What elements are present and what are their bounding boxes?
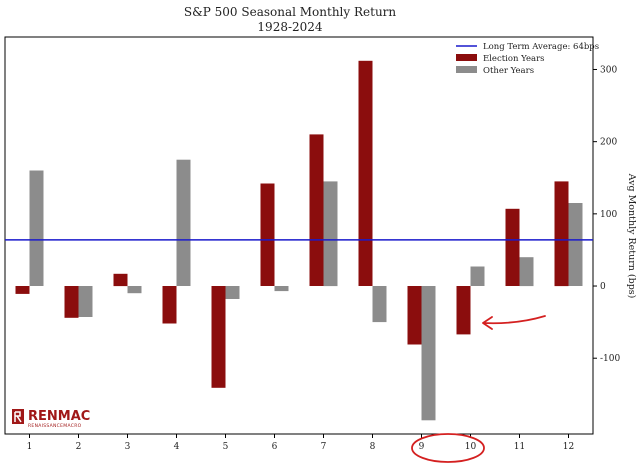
renmac-logo: RENMAC RENAISSANCEMACRO	[12, 409, 90, 429]
legend-label-average: Long Term Average: 64bps	[483, 42, 599, 52]
bar-election-4	[162, 286, 177, 324]
chart-subtitle: 1928-2024	[257, 20, 322, 34]
bar-election-6	[260, 183, 275, 286]
bar-election-3	[113, 273, 128, 287]
bar-other-4	[176, 159, 191, 286]
bar-other-2	[78, 286, 93, 317]
x-tick-label-9: 9	[419, 442, 425, 452]
bar-other-7	[323, 181, 338, 287]
x-tick-label-7: 7	[321, 442, 327, 452]
x-tick-label-8: 8	[370, 442, 376, 452]
y-tick-label: 100	[600, 210, 617, 220]
bar-election-10	[456, 286, 471, 335]
bar-other-5	[225, 286, 240, 299]
x-tick-label-12: 12	[563, 442, 574, 452]
legend-label-other-years: Other Years	[483, 66, 534, 76]
bar-election-8	[358, 60, 373, 286]
bar-election-11	[505, 208, 520, 286]
bar-other-10	[470, 266, 485, 286]
x-tick-label-6: 6	[272, 442, 278, 452]
logo-text: RENMAC	[28, 409, 90, 424]
bar-other-11	[519, 257, 534, 287]
y-tick-label: -100	[600, 354, 620, 364]
plot-frame	[4, 36, 594, 435]
chart-title: S&P 500 Seasonal Monthly Return	[184, 5, 397, 19]
bar-other-9	[421, 286, 436, 421]
bar-other-1	[29, 170, 44, 286]
x-tick-label-3: 3	[125, 442, 131, 452]
logo-subtext: RENAISSANCEMACRO	[28, 423, 82, 429]
x-tick-label-2: 2	[76, 442, 82, 452]
x-tick-label-5: 5	[223, 442, 229, 452]
bars-group	[15, 60, 583, 421]
bar-other-8	[372, 286, 387, 323]
legend-swatch-election-years	[456, 54, 477, 61]
legend-label-election-years: Election Years	[483, 54, 545, 64]
bar-election-7	[309, 134, 324, 286]
x-tick-label-11: 11	[514, 442, 525, 452]
bar-election-9	[407, 286, 422, 345]
x-axis-ticks: 1 2 3 4 5 6 7 8 9 10 11 12	[27, 434, 574, 452]
y-axis-ticks: -100 0 100 200 300	[593, 65, 620, 364]
y-tick-label: 200	[600, 138, 617, 148]
legend-swatch-other-years	[456, 66, 477, 73]
y-tick-label: 300	[600, 65, 617, 75]
bar-other-12	[568, 203, 583, 286]
legend: Long Term Average: 64bps Election Years …	[456, 42, 599, 76]
bar-election-1	[15, 286, 30, 294]
bar-other-3	[127, 286, 142, 294]
x-tick-label-1: 1	[27, 442, 33, 452]
logo-mark-glyph	[14, 411, 22, 423]
x-tick-label-4: 4	[174, 442, 180, 452]
y-axis-label: Avg Monthly Return (bps)	[626, 173, 637, 299]
bar-election-2	[64, 286, 79, 318]
x-tick-label-10: 10	[465, 442, 477, 452]
annotation-arrow	[482, 315, 546, 330]
annotation-circle	[411, 433, 485, 463]
bar-election-12	[554, 181, 569, 287]
bar-other-6	[274, 286, 289, 292]
y-tick-label: 0	[600, 282, 606, 292]
bar-election-5	[211, 286, 226, 388]
